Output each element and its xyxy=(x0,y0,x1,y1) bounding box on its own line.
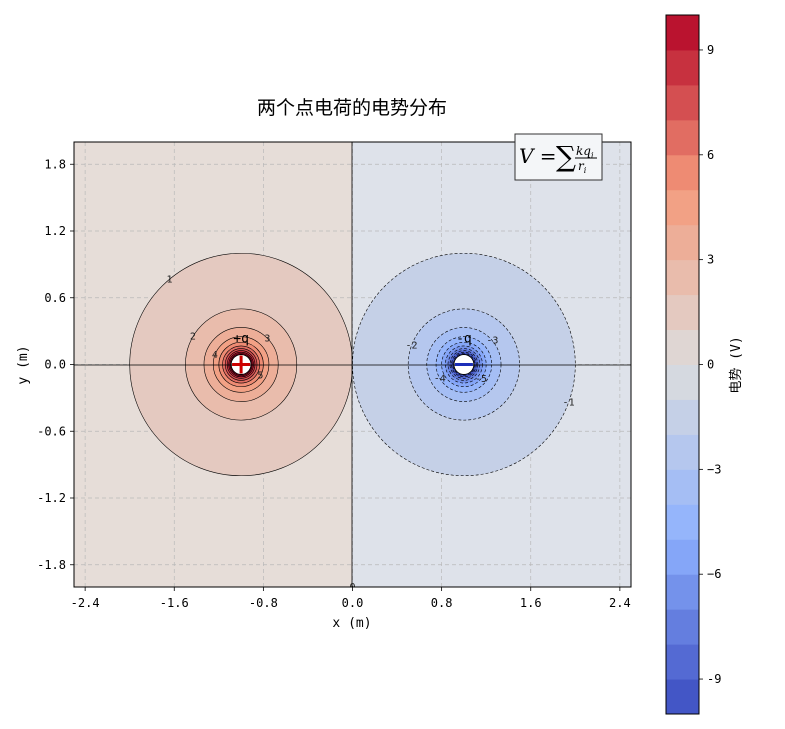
contour-value-label: -4 xyxy=(434,373,446,384)
contour-value-label: 5 xyxy=(257,371,263,382)
contour-line xyxy=(451,351,477,378)
colorbar-band xyxy=(666,294,699,331)
contour-value-label: 3 xyxy=(264,333,270,344)
contour-value-label: 0 xyxy=(349,582,355,593)
y-tick-label: -1.8 xyxy=(37,558,66,572)
colorbar-band xyxy=(666,259,699,296)
formula-frame xyxy=(514,133,603,181)
contour-line xyxy=(445,345,483,384)
y-tick-label: -1.2 xyxy=(37,491,66,505)
colorbar-tick-label: 3 xyxy=(707,253,714,267)
colorbar-band xyxy=(666,119,699,156)
contour-line xyxy=(426,327,502,402)
colorbar-band xyxy=(666,434,699,470)
y-tick-label: 0.6 xyxy=(44,291,66,305)
plot-area: +q -q 1 2 3 4 5 -1 -2 -3 -4 -5 0 xyxy=(73,141,632,593)
colorbar-band xyxy=(666,504,699,540)
colorbar-tick-label: -9 xyxy=(707,672,721,686)
formula-box: V = ∑ kqi ri xyxy=(514,133,603,181)
x-tick-label: -1.6 xyxy=(160,596,189,610)
x-axis-label: x (m) xyxy=(332,616,371,631)
colorbar-band xyxy=(666,469,699,505)
contour-value-label: -2 xyxy=(406,340,418,351)
formula-lhs: V = xyxy=(519,144,557,168)
contour-line xyxy=(203,327,279,402)
y-axis-label: y (m) xyxy=(16,345,31,384)
colorbar-band xyxy=(666,609,699,645)
colorbar-label: 电势 (V) xyxy=(728,336,744,393)
contour-line xyxy=(212,336,270,393)
y-tick-label: 1.8 xyxy=(44,157,66,171)
x-tick-label: 2.4 xyxy=(609,596,631,610)
charge-markers: +q -q xyxy=(232,332,473,374)
colorbar-band xyxy=(666,49,699,86)
y-tick-label: 1.2 xyxy=(44,224,66,238)
y-tick-label: 0.0 xyxy=(44,358,66,372)
contour-value-label: -3 xyxy=(486,336,498,347)
x-tick-label: -0.8 xyxy=(249,596,278,610)
colorbar: -9 −6 −3 0 3 6 9 xyxy=(665,14,721,715)
contour-line xyxy=(224,348,258,381)
colorbar-band xyxy=(666,644,699,680)
colorbar-band xyxy=(666,154,699,191)
contour-line xyxy=(218,341,264,388)
contour-line xyxy=(229,353,253,376)
chart-title: 两个点电荷的电势分布 xyxy=(257,97,447,119)
charge-label: +q xyxy=(233,332,249,347)
contour-value-label: -5 xyxy=(475,374,487,385)
contour-value-label: -1 xyxy=(563,398,575,409)
contour-labels: 1 2 3 4 5 -1 -2 -3 -4 -5 0 xyxy=(166,274,575,593)
formula-sum-symbol: ∑ xyxy=(556,140,576,173)
x-ticks: -2.4 -1.6 -0.8 0.0 0.8 1.6 2.4 xyxy=(71,587,631,610)
contour-line xyxy=(449,350,479,379)
colorbar-band xyxy=(666,679,699,715)
colorbar-band xyxy=(666,15,699,51)
colorbar-tick-label: −6 xyxy=(707,567,721,581)
y-tick-label: -0.6 xyxy=(37,424,66,438)
colorbar-band xyxy=(666,84,699,121)
contour-line xyxy=(228,351,254,378)
colorbar-tick-label: 9 xyxy=(707,43,714,57)
colorbar-band xyxy=(666,189,699,226)
colorbar-band xyxy=(666,224,699,261)
contour-line xyxy=(447,348,481,381)
contour-value-label: 1 xyxy=(166,274,172,285)
contour-line xyxy=(441,341,487,388)
colorbar-band xyxy=(666,539,699,575)
contour-value-label: 2 xyxy=(190,332,196,343)
colorbar-tick-label: 6 xyxy=(707,148,714,162)
contour-line xyxy=(222,345,260,384)
contour-line xyxy=(407,308,520,421)
contour-line xyxy=(452,353,476,376)
charge-label: -q xyxy=(456,332,472,347)
x-tick-label: -2.4 xyxy=(71,596,100,610)
contour-line xyxy=(435,336,493,393)
formula-numerator: kqi xyxy=(576,144,594,160)
formula-denominator: ri xyxy=(578,159,587,175)
x-tick-label: 0.0 xyxy=(342,596,364,610)
colorbar-band xyxy=(666,399,699,435)
x-tick-label: 0.8 xyxy=(431,596,453,610)
colorbar-band xyxy=(666,329,699,365)
contour-line xyxy=(185,308,298,421)
contour-line xyxy=(226,350,256,379)
contour-value-label: 4 xyxy=(212,350,218,361)
colorbar-band xyxy=(666,574,699,610)
colorbar-tick-label: −3 xyxy=(707,462,721,476)
x-tick-label: 1.6 xyxy=(520,596,542,610)
contour-line xyxy=(352,252,576,477)
colorbar-tick-label: 0 xyxy=(707,358,714,372)
y-ticks: -1.8 -1.2 -0.6 0.0 0.6 1.2 1.8 xyxy=(37,157,74,572)
colorbar-band xyxy=(666,364,699,400)
